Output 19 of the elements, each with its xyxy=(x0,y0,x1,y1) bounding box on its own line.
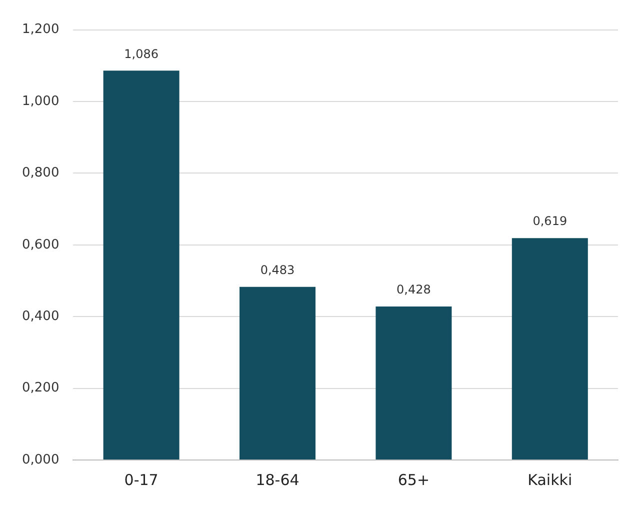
y-tick-label: 0,600 xyxy=(22,237,60,252)
bar xyxy=(512,238,588,460)
x-tick-label: Kaikki xyxy=(528,470,572,489)
data-label: 0,619 xyxy=(532,214,568,228)
data-label: 0,428 xyxy=(396,282,431,297)
x-tick-label: 18-64 xyxy=(256,470,300,489)
data-label: 0,483 xyxy=(260,262,295,277)
x-tick-label: 0-17 xyxy=(124,470,158,489)
bar xyxy=(240,286,316,460)
data-label: 1,086 xyxy=(124,46,158,61)
y-tick-label: 0,800 xyxy=(22,166,60,181)
x-tick-label: 65+ xyxy=(398,470,430,489)
y-tick-label: 0,400 xyxy=(22,308,60,324)
bar xyxy=(376,306,452,460)
y-tick-label: 1,000 xyxy=(22,94,60,109)
y-tick-label: 0,000 xyxy=(22,452,60,468)
y-tick-label: 1,200 xyxy=(22,22,60,38)
y-tick-label: 0,200 xyxy=(22,380,60,396)
bar xyxy=(103,70,180,460)
